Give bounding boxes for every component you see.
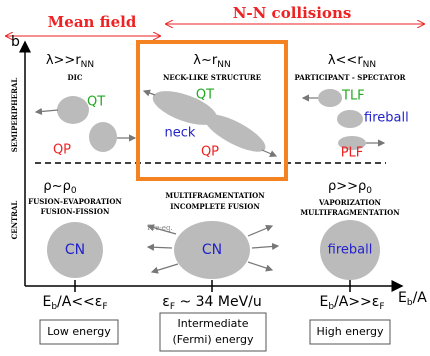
x-tick-label: Eb/A<<εF (42, 294, 107, 312)
fragment-label: QT (196, 88, 214, 103)
lambda: λ>>rNN (46, 53, 94, 70)
blob-label: CN (202, 242, 222, 258)
mechanism-title: FUSION-FISSION (41, 207, 110, 216)
lambda: λ~rNN (193, 53, 230, 70)
lambda: λ<<rNN (328, 53, 376, 70)
blob-label: fireball (328, 243, 373, 258)
density: ρ~ρ0 (43, 179, 76, 196)
arrow (144, 91, 155, 95)
x-label: Eb/A (398, 290, 427, 308)
blob (337, 110, 363, 128)
row-label: CENTRAL (10, 201, 19, 240)
density: ρ>>ρ0 (328, 179, 372, 196)
mechanism-title: MULTIFRAGMENTATION (165, 191, 265, 200)
mechanism-title: DIC (68, 73, 83, 82)
energy-label: Low energy (47, 325, 111, 338)
fragment-label: QP (201, 145, 219, 160)
mechanism-title: NECK-LIKE STRUCTURE (163, 73, 261, 82)
x-tick-label: Eb/A>>εF (319, 294, 384, 312)
energy-label: High energy (316, 325, 384, 338)
header-left: Mean field (48, 13, 137, 31)
energy-label: Intermediate (178, 317, 249, 330)
row-label: SEMIPERIPHERAL (10, 78, 19, 153)
fragment-label: QT (87, 95, 105, 110)
blob (318, 89, 342, 107)
fragment-label: PLF (341, 146, 364, 161)
blob-label: CN (65, 242, 85, 258)
mechanism-title: VAPORIZATION (318, 198, 382, 207)
arrow (36, 110, 58, 112)
arrow (262, 150, 276, 156)
mechanism-title: PARTICIPANT - SPECTATOR (294, 73, 405, 82)
blob (57, 96, 89, 124)
energy-label: (Fermi) energy (172, 333, 253, 346)
pre-eq-label: Pre-eq. (147, 224, 172, 232)
mechanism-title: MULTIFRAGMENTATION (300, 208, 400, 217)
blob (89, 122, 117, 152)
y-label: b (11, 34, 20, 50)
x-tick-label: εF ~ 34 MeV/u (162, 294, 262, 312)
fragment-label: fireball (364, 111, 409, 126)
mechanism-title: INCOMPLETE FUSION (170, 202, 260, 211)
header-right: N-N collisions (233, 4, 352, 22)
fragment-label: neck (165, 126, 196, 141)
diagram: Mean field N-N collisions b Eb/A SEMIPER… (0, 0, 430, 352)
fragment-label: TLF (341, 89, 365, 104)
fragment-label: QP (53, 143, 71, 158)
mechanism-title: FUSION-EVAPORATION (28, 197, 122, 206)
